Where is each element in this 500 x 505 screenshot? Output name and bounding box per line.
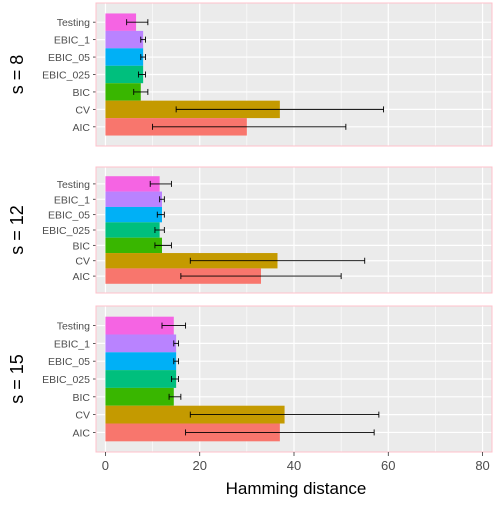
bar-testing bbox=[105, 13, 137, 31]
y-tick-label: EBIC_05 bbox=[48, 52, 90, 64]
x-tick-label: 60 bbox=[381, 458, 395, 473]
bar-bic bbox=[105, 83, 141, 101]
bar-bic bbox=[105, 387, 174, 406]
bar-bic bbox=[105, 237, 162, 254]
y-tick-label: Testing bbox=[57, 17, 90, 29]
bar-ebic_1 bbox=[105, 30, 144, 49]
y-tick-label: CV bbox=[75, 410, 90, 422]
panel-border bbox=[95, 2, 493, 147]
y-tick-label: EBIC_1 bbox=[54, 35, 90, 47]
y-tick-label: CV bbox=[75, 256, 90, 268]
x-tick-label: 0 bbox=[102, 458, 109, 473]
bar-ebic_1 bbox=[105, 191, 162, 207]
bar-ebic_05 bbox=[105, 352, 177, 371]
x-tick-label: 80 bbox=[475, 458, 489, 473]
x-tick-label: 40 bbox=[287, 458, 301, 473]
y-tick-label: Testing bbox=[57, 321, 90, 333]
facet-label: s = 8 bbox=[7, 55, 27, 95]
y-tick-label: EBIC_025 bbox=[42, 225, 90, 237]
y-tick-label: EBIC_1 bbox=[54, 194, 90, 206]
panel-border bbox=[95, 166, 493, 294]
x-axis-title: Hamming distance bbox=[226, 479, 367, 498]
facet-label: s = 15 bbox=[7, 354, 27, 404]
y-tick-label: EBIC_05 bbox=[48, 356, 90, 368]
y-tick-label: Testing bbox=[57, 179, 90, 191]
bar-ebic_05 bbox=[105, 48, 144, 66]
x-tick-label: 20 bbox=[192, 458, 206, 473]
y-tick-label: EBIC_05 bbox=[48, 210, 90, 222]
y-tick-label: AIC bbox=[72, 427, 90, 439]
facet-panel: Testing EBIC_1 EBIC_05 EBIC_025 BIC CV AIC s = … bbox=[7, 166, 493, 294]
y-tick-label: BIC bbox=[72, 240, 90, 252]
bar-ebic_05 bbox=[105, 206, 162, 223]
bar-ebic_025 bbox=[105, 65, 144, 84]
y-tick-label: CV bbox=[75, 104, 90, 116]
y-tick-label: BIC bbox=[72, 87, 90, 99]
y-tick-label: BIC bbox=[72, 392, 90, 404]
bar-testing bbox=[105, 316, 174, 335]
y-tick-label: EBIC_025 bbox=[42, 374, 90, 386]
facet-panel: Testing EBIC_1 EBIC_05 EBIC_025 BIC CV AIC s = … bbox=[7, 2, 493, 147]
facet-panel: Testing EBIC_1 EBIC_05 EBIC_025 BIC CV AIC s = … bbox=[7, 305, 493, 453]
bar-ebic_025 bbox=[105, 370, 177, 388]
bar-testing bbox=[105, 176, 160, 192]
y-tick-label: AIC bbox=[72, 271, 90, 283]
bar-ebic_1 bbox=[105, 334, 177, 353]
y-tick-label: EBIC_025 bbox=[42, 70, 90, 82]
bar-ebic_025 bbox=[105, 222, 160, 238]
facet-label: s = 12 bbox=[7, 205, 27, 255]
y-tick-label: AIC bbox=[72, 122, 90, 134]
y-tick-label: EBIC_1 bbox=[54, 338, 90, 350]
